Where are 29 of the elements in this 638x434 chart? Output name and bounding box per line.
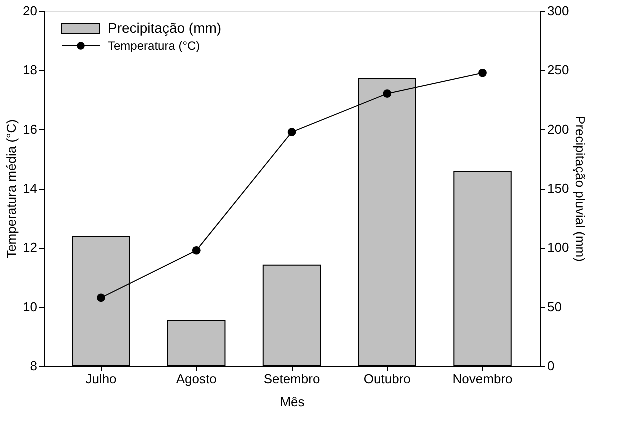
y-tick-label: 16 xyxy=(23,122,38,137)
y-tick-label: 20 xyxy=(23,4,38,18)
y2-tick-label: 50 xyxy=(548,299,562,314)
x-tick-label: Novembro xyxy=(452,372,513,386)
y2-tick-label: 200 xyxy=(548,122,570,137)
y-tick-label: 18 xyxy=(23,62,38,78)
y2-tick-label: 250 xyxy=(548,62,570,78)
y2-axis-title: Precipitação pluvial (mm) xyxy=(573,116,588,262)
y2-tick-label: 0 xyxy=(548,358,555,374)
point xyxy=(383,90,392,98)
y-tick-label: 8 xyxy=(30,358,38,374)
point xyxy=(478,68,487,78)
y2-tick-label: 300 xyxy=(548,4,570,18)
point xyxy=(97,294,106,302)
y-axis-title: Temperatura média (°C) xyxy=(4,120,20,258)
point xyxy=(192,246,201,255)
x-tick-label: Outubro xyxy=(364,372,411,386)
point xyxy=(288,128,296,136)
x-axis-title: Mês xyxy=(280,394,306,410)
y-tick-label: 14 xyxy=(23,181,38,196)
x-tick-label: Agosto xyxy=(176,372,217,386)
legend-label: Precipitação (mm) xyxy=(108,20,222,36)
y2-tick-label: 100 xyxy=(548,240,570,256)
y2-tick-label: 150 xyxy=(548,181,570,196)
x-tick-label: Julho xyxy=(86,372,117,386)
y-tick-label: 12 xyxy=(23,240,38,256)
y-tick-label: 10 xyxy=(23,299,38,314)
legend-label: Temperatura (°C) xyxy=(108,39,200,53)
x-tick-label: Setembro xyxy=(264,372,320,386)
